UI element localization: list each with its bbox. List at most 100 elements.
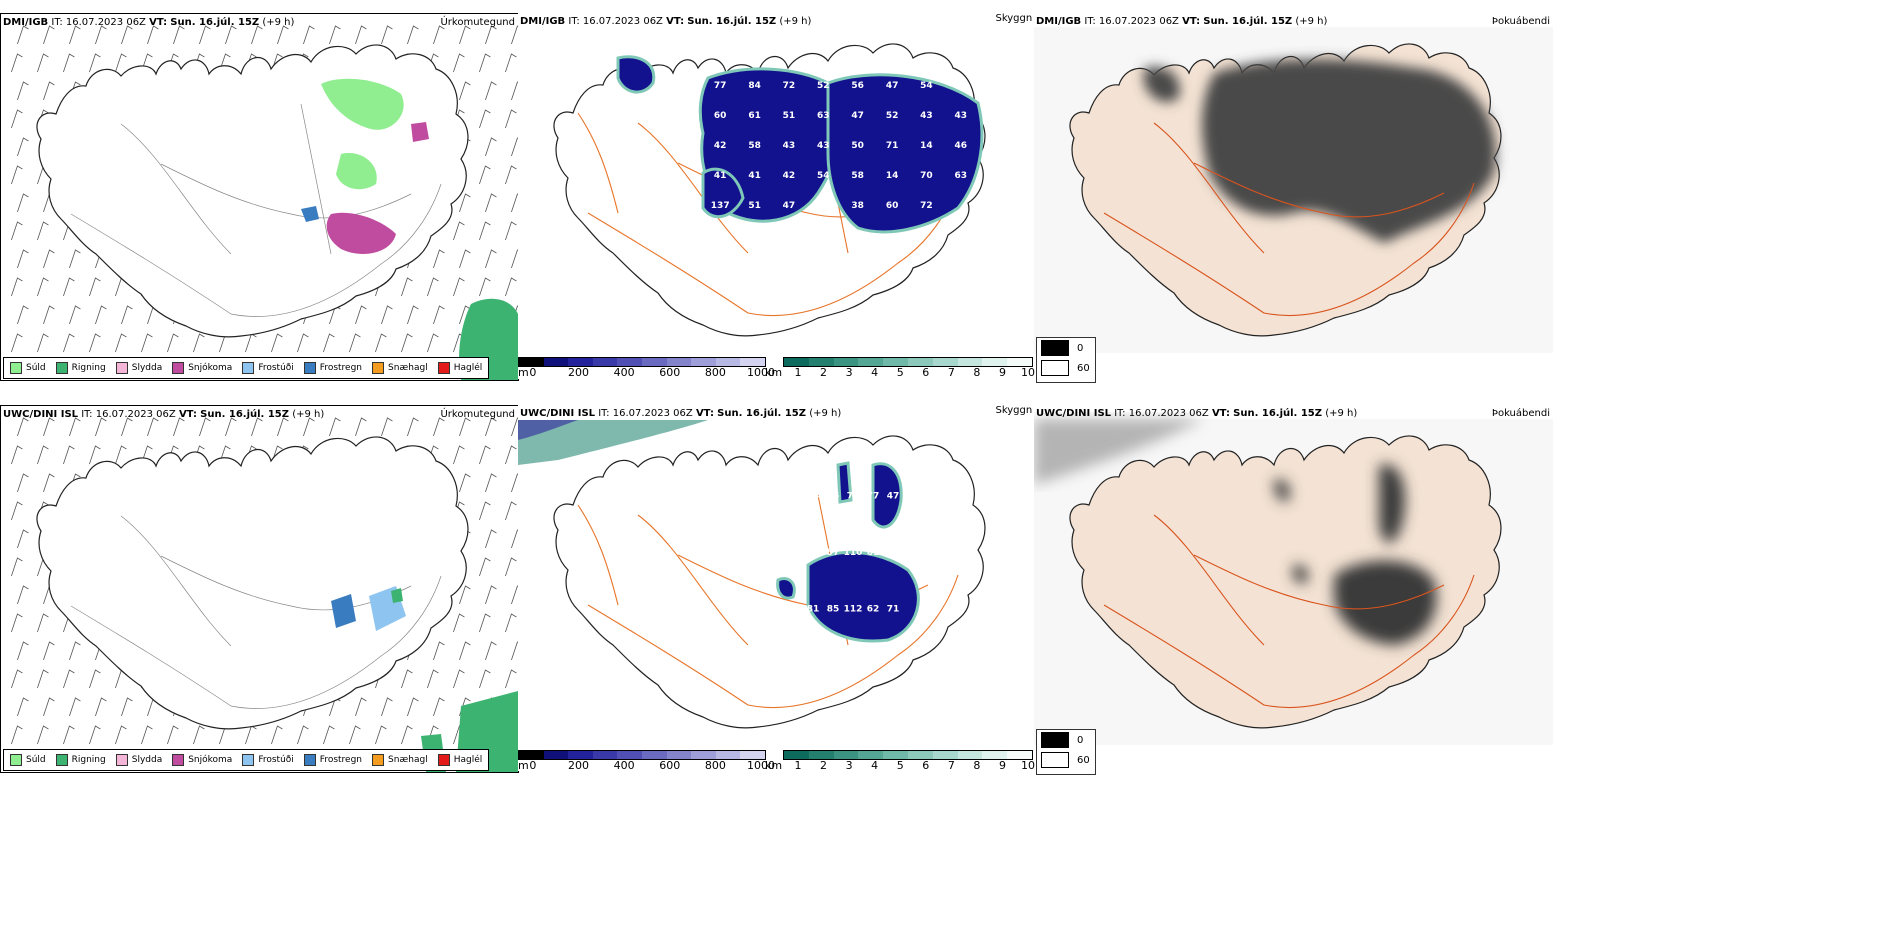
visibility-colorbar: km 1 2 3 4 5 6 7 8 9 10 — [765, 357, 1035, 381]
ceiling-value-label: 46 — [955, 141, 968, 151]
wind-barb — [479, 165, 491, 185]
wind-barb — [11, 53, 23, 73]
colorbar-tick-label: 9 — [998, 366, 1006, 379]
fog-legend-swatch — [1041, 360, 1069, 376]
wind-barb — [303, 417, 315, 437]
wind-barb — [69, 417, 81, 437]
legend-item: Snjókoma — [172, 754, 232, 766]
wind-barb — [407, 25, 419, 45]
ceiling-value-label: 72 — [847, 491, 860, 501]
wind-barb — [69, 249, 81, 269]
wind-barb — [11, 165, 23, 185]
wind-barb — [121, 697, 133, 717]
wind-barb — [95, 417, 107, 437]
legend-label: Frostúði — [258, 363, 294, 373]
ceiling-value-label: 54 — [817, 171, 830, 181]
wind-barb — [511, 473, 518, 493]
legend-item: Slydda — [115, 362, 162, 374]
wind-barb — [355, 305, 367, 325]
wind-barb — [17, 305, 29, 325]
wind-barb — [459, 25, 471, 45]
legend-swatch — [55, 754, 68, 766]
legend-item: Frostregn — [303, 362, 362, 374]
ceiling-value-label: 61 — [867, 548, 880, 558]
wind-barb — [479, 109, 491, 129]
wind-barb — [167, 725, 179, 745]
ceiling-labels: 77 84 72 52 56 47 54 53 60 61 51 63 47 52 43 43 42 58 43 43… — [711, 81, 967, 211]
ceiling-value-label: 14 — [886, 171, 899, 181]
wind-barb — [505, 669, 517, 689]
colorbar-segment — [543, 358, 569, 366]
fog-legend-label: 0 — [1077, 734, 1084, 746]
colorbar-segment — [568, 358, 593, 366]
wind-barb — [89, 333, 101, 353]
iceland-map: 77 84 72 52 56 47 54 53 60 61 51 63 47 52 43 43 42 58 43 43… — [553, 43, 986, 337]
wind-barb — [89, 445, 101, 465]
wind-barb — [147, 25, 159, 45]
panel-title: Þokuábendi — [1491, 16, 1550, 27]
colorbar-tick-label: 1000 — [747, 759, 776, 772]
wind-barb — [69, 305, 81, 325]
wind-barb — [485, 529, 497, 549]
wind-barb — [511, 137, 518, 157]
wind-barb — [511, 25, 518, 45]
ceiling-value-label: 47 — [851, 111, 864, 121]
low-ceiling-areas — [776, 461, 920, 643]
iceland-map — [1034, 27, 1553, 353]
panel-title: Úrkomutegund — [440, 17, 515, 28]
wind-barb — [43, 305, 55, 325]
ceiling-value-label: 47 — [783, 201, 796, 211]
colorbar-segment — [592, 358, 618, 366]
panel-top-right-fog: DMI/IGB IT: 16.07.2023 06Z VT: Sun. 16.j… — [1034, 13, 1553, 353]
colorbar-segment — [543, 751, 569, 759]
colorbar-segment — [833, 358, 859, 366]
ceiling-value-label: 41 — [907, 548, 920, 558]
colorbar-tick-label: 6 — [922, 366, 930, 379]
ceiling-value-label: 53 — [955, 81, 968, 91]
ceiling-value-label: 47 — [887, 491, 900, 501]
fog-legend-swatch — [1041, 340, 1069, 356]
panel-title: Þokuábendi — [1491, 408, 1550, 419]
wind-barb — [485, 585, 497, 605]
legend-label: Snjókoma — [188, 363, 233, 373]
colorbar-tick-label: 1 — [794, 759, 802, 772]
panel-title: Skyggni — [995, 405, 1033, 416]
wind-barb — [485, 25, 497, 45]
wind-barb — [69, 697, 81, 717]
wind-barb — [37, 221, 49, 241]
wind-barb — [11, 221, 23, 241]
wind-barb — [63, 333, 75, 353]
wind-barb — [63, 725, 75, 745]
fog-legend-label: 60 — [1077, 754, 1090, 766]
wind-barb — [485, 249, 497, 269]
colorbar-segment — [641, 358, 667, 366]
wind-barb — [121, 25, 133, 45]
iceland-map — [11, 417, 518, 772]
legend-swatch — [242, 362, 255, 374]
wind-barb — [37, 725, 49, 745]
wind-barb — [245, 333, 257, 353]
wind-barb — [37, 53, 49, 73]
wind-barb — [17, 697, 29, 717]
wind-barb — [303, 25, 315, 45]
wind-barb — [17, 585, 29, 605]
colorbar-tick-label: 1 — [794, 366, 802, 379]
colorbar-segment — [784, 358, 809, 366]
legend-swatch — [10, 754, 22, 766]
ceiling-value-label: 38 — [851, 201, 864, 211]
ceiling-value-label: 60 — [886, 201, 899, 211]
wind-barb — [407, 417, 419, 437]
fog-index-legend: 0 60 — [1036, 337, 1096, 383]
wind-barb — [63, 445, 75, 465]
colorbar-segment — [784, 751, 809, 759]
wind-barb — [505, 501, 517, 521]
wind-barb — [407, 305, 419, 325]
legend-swatch — [303, 362, 316, 374]
wind-barb — [271, 725, 283, 745]
wind-barb — [407, 697, 419, 717]
wind-barb — [173, 417, 185, 437]
ceiling-value-label: 109 — [884, 548, 903, 558]
colorbar-segment — [691, 751, 716, 759]
wind-barb — [115, 445, 127, 465]
ceiling-value-label: 61 — [807, 548, 820, 558]
